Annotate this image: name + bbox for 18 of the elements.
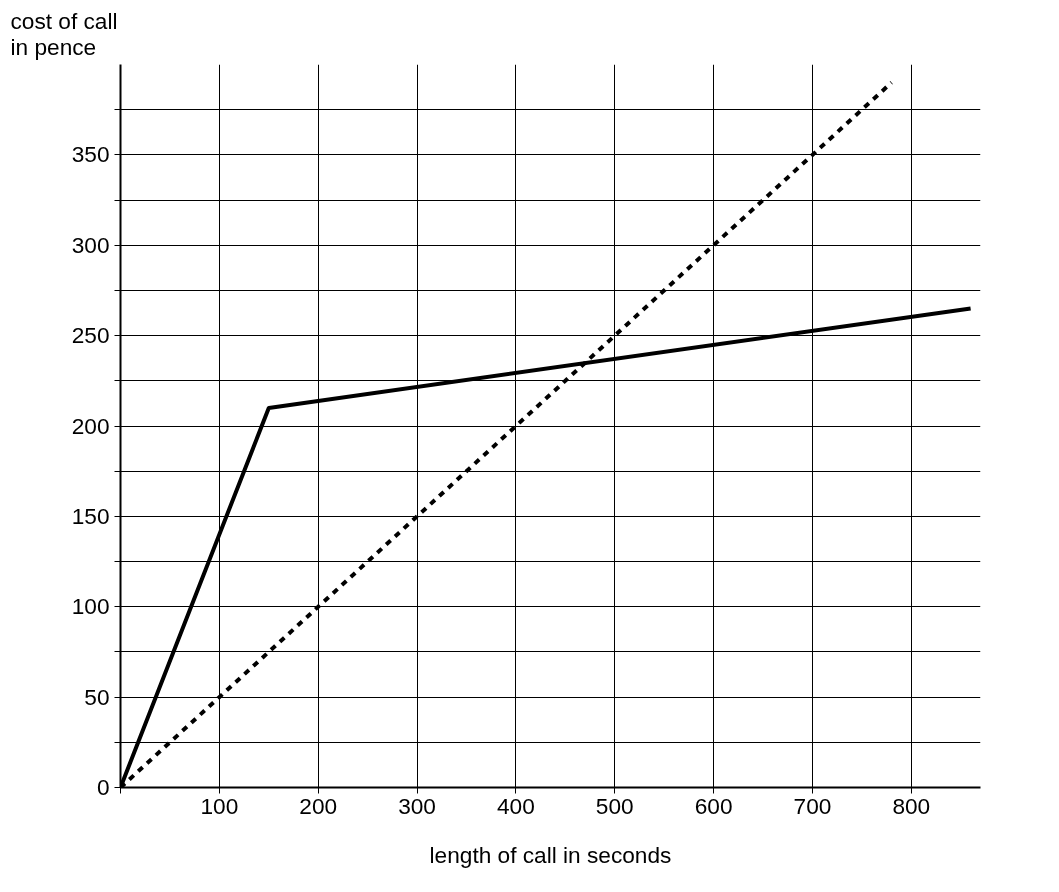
y-tick-label: 50 [84,683,110,710]
y-tick-label: 100 [71,593,110,620]
x-tick-label: 400 [497,792,535,819]
y-tick-label: 200 [71,412,110,439]
x-axis-title: length of call in seconds [429,841,672,868]
y-tick-label: 0 [96,774,110,800]
x-tick-label: 500 [595,792,634,819]
y-axis-title: cost of call in pence [10,7,118,60]
x-tick-label: 200 [299,792,338,819]
x-tick-label: 100 [200,792,239,819]
y-tick-label: 250 [71,322,110,349]
x-tick-label: 700 [793,792,832,819]
x-tick-label: 800 [892,792,931,819]
y-tick-label: 150 [71,502,110,529]
y-tick-label: 300 [71,231,110,258]
y-tick-label: 350 [71,141,110,168]
x-tick-label: 600 [694,792,733,819]
x-tick-label: 300 [398,792,436,819]
